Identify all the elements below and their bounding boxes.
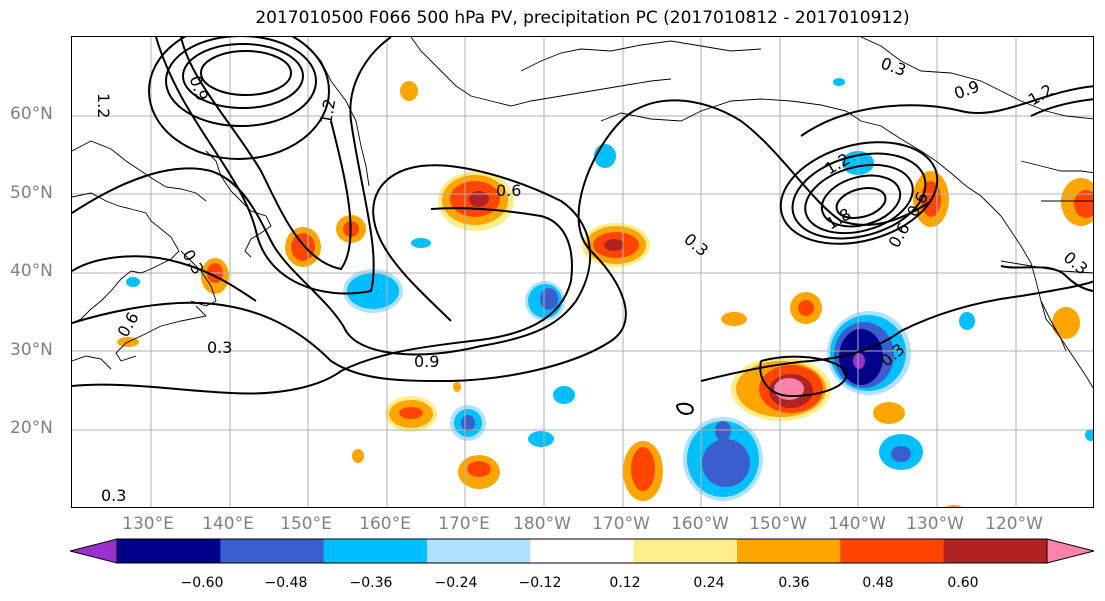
contour-label: 1.2 xyxy=(316,97,339,125)
colorbar-segment xyxy=(633,539,738,563)
lon-label-120w: 120°W xyxy=(985,514,1043,534)
colorbar-segment xyxy=(840,539,945,563)
contour-label: 0.9 xyxy=(951,77,981,104)
colorbar-tick-label: −0.24 xyxy=(434,575,478,591)
lat-label-30n: 30°N xyxy=(10,340,53,360)
lat-label-40n: 40°N xyxy=(10,261,53,281)
lon-label-170e: 170°E xyxy=(438,514,490,534)
map-canvas: 1.2 0.9 0.3 0.6 1.2 0.3 0.6 1.8 0.9 1.2 … xyxy=(72,37,1093,507)
contour-label: 0.6 xyxy=(496,181,521,200)
colorbar-high-extension xyxy=(1046,538,1095,564)
lon-label-160e: 160°E xyxy=(359,514,411,534)
colorbar xyxy=(70,538,1095,564)
colorbar-tick-label: 0.60 xyxy=(947,575,979,591)
map-title: 2017010500 F066 500 hPa PV, precipitatio… xyxy=(255,8,910,28)
contour-label: 1.2 xyxy=(1025,80,1057,109)
colorbar-tick-label: 0.48 xyxy=(862,575,894,591)
lat-label-60n: 60°N xyxy=(10,104,53,124)
colorbar-segments xyxy=(117,539,1048,563)
colorbar-segment xyxy=(323,539,428,563)
contour-label: 0.3 xyxy=(878,53,908,80)
colorbar-tick-label: 0.12 xyxy=(609,575,641,591)
colorbar-tick-label: 0.24 xyxy=(693,575,725,591)
lon-label-180w: 180°W xyxy=(513,514,571,534)
colorbar-tick-label: −0.36 xyxy=(349,575,393,591)
colorbar-frame xyxy=(116,538,1048,564)
pv-contours xyxy=(72,37,1093,415)
contour-label: 0.6 xyxy=(114,309,143,341)
colorbar-tick-label: −0.48 xyxy=(264,575,308,591)
contour-label: 0.3 xyxy=(207,338,232,357)
contour-label: 1.2 xyxy=(94,93,113,118)
contour-label: 0.6 xyxy=(885,220,914,252)
contour-label: 0.9 xyxy=(414,352,439,371)
colorbar-segment xyxy=(737,539,841,563)
lon-label-150e: 150°E xyxy=(280,514,332,534)
colorbar-segment xyxy=(530,539,635,563)
contour-label-layer: 1.2 0.9 0.3 0.6 1.2 0.3 0.6 1.8 0.9 1.2 … xyxy=(94,53,1092,505)
colorbar-low-extension xyxy=(70,538,118,564)
lon-label-130e: 130°E xyxy=(122,514,174,534)
contour-label: 0.3 xyxy=(101,486,126,505)
colorbar-segment xyxy=(117,539,221,563)
lon-label-160w: 160°W xyxy=(671,514,729,534)
contour-label: 1.8 xyxy=(823,204,855,233)
colorbar-tick-label: −0.60 xyxy=(180,575,224,591)
coastlines xyxy=(72,37,1093,389)
contour-label: 0.9 xyxy=(186,73,213,103)
colorbar-segment xyxy=(427,539,531,563)
lat-label-50n: 50°N xyxy=(10,183,53,203)
lon-label-150w: 150°W xyxy=(749,514,807,534)
contour-label: 0.3 xyxy=(680,229,712,260)
lon-label-140e: 140°E xyxy=(202,514,254,534)
lon-label-130w: 130°W xyxy=(906,514,964,534)
gridlines xyxy=(72,37,1093,507)
colorbar-tick-label: 0.36 xyxy=(778,575,810,591)
colorbar-segment xyxy=(943,539,1048,563)
lon-label-140w: 140°W xyxy=(828,514,886,534)
lon-label-170w: 170°W xyxy=(592,514,650,534)
map-panel: 1.2 0.9 0.3 0.6 1.2 0.3 0.6 1.8 0.9 1.2 … xyxy=(71,36,1094,508)
colorbar-tick-label: −0.12 xyxy=(518,575,562,591)
lat-label-20n: 20°N xyxy=(10,418,53,438)
colorbar-segment xyxy=(220,539,325,563)
precip-shading xyxy=(117,78,1093,507)
